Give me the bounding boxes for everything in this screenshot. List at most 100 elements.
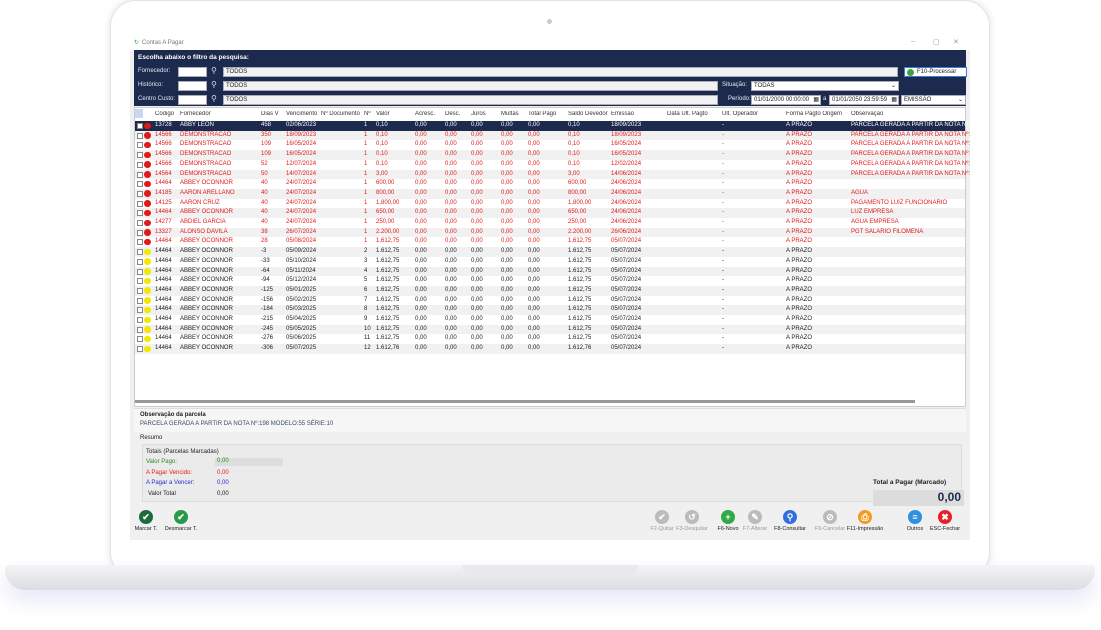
column-header-dias[interactable]: Dias V xyxy=(261,111,279,117)
row-checkbox[interactable] xyxy=(137,229,143,236)
row-checkbox[interactable] xyxy=(137,190,143,197)
table-row[interactable]: 14464 ABBEY OCONNOR -94 05/12/2024 5 1.612,75… xyxy=(135,276,965,286)
fornecedor-code-input[interactable] xyxy=(178,67,207,77)
table-row[interactable]: 14464 ABBEY OCONNOR -276 05/06/2025 11 1.612,… xyxy=(135,334,965,344)
search-icon[interactable]: ⚲ xyxy=(211,80,217,89)
button-label: F3-Desquitar xyxy=(676,526,708,532)
column-header-desc[interactable]: Desc. xyxy=(445,111,461,117)
centro-custo-input[interactable]: TODOS xyxy=(223,95,718,105)
row-checkbox[interactable] xyxy=(137,181,143,188)
table-row[interactable]: 14566 DEMONSTRACAO 109 16/05/2024 1 0,10 0,00 0… xyxy=(135,140,970,150)
table-row[interactable]: 13728 ABBY LEON 458 02/06/2023 1 0,10 0,00 0,00… xyxy=(135,121,970,131)
column-header-juros[interactable]: Juros xyxy=(471,111,486,117)
table-row[interactable]: 14464 ABBEY OCONNOR -245 05/05/2025 10 1.612,… xyxy=(135,324,965,335)
column-header-emissao[interactable]: Emissão xyxy=(611,111,635,117)
column-header-codigo[interactable]: Código xyxy=(155,111,175,117)
row-checkbox[interactable] xyxy=(137,123,143,129)
f7-alterar-button[interactable]: ✎ F7-Alterar xyxy=(735,510,775,532)
column-header-documento[interactable]: Nº Documento xyxy=(321,111,360,117)
outros-button[interactable]: ≡ Outros xyxy=(895,510,935,532)
column-header-data-ult-pagto[interactable]: Data Ult. Pagto xyxy=(667,111,708,117)
row-checkbox[interactable] xyxy=(137,249,143,256)
row-checkbox[interactable] xyxy=(137,132,143,139)
periodo-from-input[interactable]: 01/01/2000 00:00:00 ▦ xyxy=(751,95,821,105)
table-row[interactable]: 14464 ABBEY OCONNOR -215 05/04/2025 9 1.612,7… xyxy=(135,315,965,325)
process-button[interactable]: F10-Processar xyxy=(904,67,967,77)
row-checkbox[interactable] xyxy=(137,297,143,304)
table-row[interactable]: 14464 ABBEY OCONNOR -3 05/09/2024 2 1.612,75 0… xyxy=(135,247,965,257)
table-row[interactable]: 14464 ABBEY OCONNOR -184 05/03/2025 8 1.612,7… xyxy=(135,305,965,315)
fornecedor-input[interactable]: TODOS xyxy=(223,67,898,77)
historico-input[interactable]: TODOS xyxy=(223,81,718,91)
table-row[interactable]: 14464 ABBEY OCONNOR 40 24/07/2024 1 600,00 0,0… xyxy=(135,179,965,189)
column-header-valor[interactable]: Valor xyxy=(376,111,390,117)
column-header-acresc[interactable]: Acrésc. xyxy=(415,111,436,117)
row-checkbox[interactable] xyxy=(137,239,143,246)
f11-impress-o-button[interactable]: ⎙ F11-Impressão xyxy=(845,510,885,532)
table-row[interactable]: 14566 DEMONSTRACAO 52 12/07/2024 1 0,10 0,00 0,… xyxy=(135,160,970,170)
row-checkbox[interactable] xyxy=(137,268,143,275)
f8-consultar-button[interactable]: ⚲ F8-Consultar xyxy=(770,510,810,532)
situacao-select[interactable]: TODAS ⌄ xyxy=(751,81,899,91)
row-checkbox[interactable] xyxy=(137,200,143,207)
table-row[interactable]: 14464 ABBEY OCONNOR -306 05/07/2025 12 1.612,… xyxy=(135,344,965,354)
row-checkbox[interactable] xyxy=(137,346,143,353)
column-header-forma-pagto[interactable]: Forma Pagto Origem xyxy=(786,111,843,117)
search-icon[interactable]: ⚲ xyxy=(211,66,217,75)
row-checkbox[interactable] xyxy=(137,142,143,149)
row-checkbox[interactable] xyxy=(137,171,143,178)
row-checkbox[interactable] xyxy=(137,161,143,168)
table-row[interactable]: 14464 ABBEY OCONNOR -33 05/10/2024 3 1.612,75… xyxy=(135,257,965,267)
esc-fechar-button[interactable]: ✖ ESC-Fechar xyxy=(925,510,965,532)
calendar-icon[interactable]: ▦ xyxy=(891,97,897,103)
table-row[interactable]: 14277 ABDIEL GARCIA 40 24/07/2024 1 250,00 0,0… xyxy=(135,218,965,228)
desmarcar-todos-button[interactable]: ✔ Desmarcar T. xyxy=(162,510,200,532)
periodo-to-input[interactable]: 01/01/2050 23:59:59 ▦ xyxy=(829,95,899,105)
select-all-header[interactable] xyxy=(135,109,143,118)
row-checkbox[interactable] xyxy=(137,336,143,343)
row-checkbox[interactable] xyxy=(137,210,143,217)
column-header-vencimento[interactable]: Vencimento xyxy=(286,111,318,117)
table-row[interactable]: 14566 DEMONSTRACAO 350 18/09/2023 1 0,10 0,00 0… xyxy=(135,130,970,141)
f2-quitar-button[interactable]: ✔ F2-Quitar xyxy=(642,510,682,532)
column-header-saldo[interactable]: Saldo Devedor xyxy=(568,111,608,117)
row-checkbox[interactable] xyxy=(137,287,143,294)
table-row[interactable]: 13327 ALONSO DAVILA 38 26/07/2024 1 2.200,00 0… xyxy=(135,227,965,238)
table-row[interactable]: 14464 ABBEY OCONNOR -156 05/02/2025 7 1.612,7… xyxy=(135,296,965,306)
table-row[interactable]: 14464 ABBEY OCONNOR 40 24/07/2024 1 650,00 0,0… xyxy=(135,208,965,218)
row-checkbox[interactable] xyxy=(137,307,143,314)
row-checkbox[interactable] xyxy=(137,152,143,159)
maximize-button[interactable]: ▢ xyxy=(933,39,940,46)
column-header-total-pago[interactable]: Total Pago xyxy=(528,111,557,117)
f3-desquitar-button[interactable]: ↺ F3-Desquitar xyxy=(672,510,712,532)
cell-emissao: 16/05/2024 xyxy=(611,141,642,148)
column-header-multas[interactable]: Multas xyxy=(501,111,519,117)
table-row[interactable]: 14464 ABBEY OCONNOR 28 05/08/2024 1 1.612,75 0… xyxy=(135,237,965,247)
periodo-type-select[interactable]: EMISSÃO ⌄ xyxy=(901,95,966,105)
centro-code-input[interactable] xyxy=(178,95,207,105)
table-row[interactable]: 14566 DEMONSTRACAO 109 16/05/2024 1 0,10 0,00 0… xyxy=(135,150,970,160)
column-header-numero[interactable]: Nº xyxy=(364,111,371,117)
row-checkbox[interactable] xyxy=(137,258,143,265)
table-row[interactable]: 14125 AARON CRUZ 40 24/07/2024 1 1.800,00 0,00… xyxy=(135,199,965,209)
column-header-observacao[interactable]: Observação xyxy=(851,111,884,117)
table-row[interactable]: 14464 ABBEY OCONNOR -125 05/01/2025 6 1.612,7… xyxy=(135,285,965,296)
row-checkbox[interactable] xyxy=(137,278,143,285)
historico-code-input[interactable] xyxy=(178,81,207,91)
column-header-ult-operador[interactable]: Ult. Operador xyxy=(722,111,759,117)
horizontal-scrollbar[interactable] xyxy=(135,400,915,403)
table-row[interactable]: 14564 DEMONSTRACAO 50 14/07/2024 1 3,00 0,00 0,… xyxy=(135,169,970,180)
row-checkbox[interactable] xyxy=(137,317,143,323)
row-checkbox[interactable] xyxy=(137,326,143,333)
minimize-button[interactable]: – xyxy=(911,38,915,45)
table-row[interactable]: 14185 AARON ARELLANO 40 24/07/2024 1 800,00 0,… xyxy=(135,188,965,199)
close-window-button[interactable]: ✕ xyxy=(953,39,959,46)
table-row[interactable]: 14464 ABBEY OCONNOR -64 05/11/2024 4 1.612,75… xyxy=(135,266,965,277)
column-header-fornecedor[interactable]: Fornecedor xyxy=(180,111,211,117)
row-checkbox[interactable] xyxy=(137,220,143,226)
f9-cancelar-button[interactable]: ⊘ F9-Cancelar xyxy=(810,510,850,532)
f6-novo-button[interactable]: + F6-Novo xyxy=(708,510,748,532)
marcar-todos-button[interactable]: ✔ Marcar T. xyxy=(132,510,160,532)
calendar-icon[interactable]: ▦ xyxy=(813,97,819,103)
search-icon[interactable]: ⚲ xyxy=(211,94,217,103)
